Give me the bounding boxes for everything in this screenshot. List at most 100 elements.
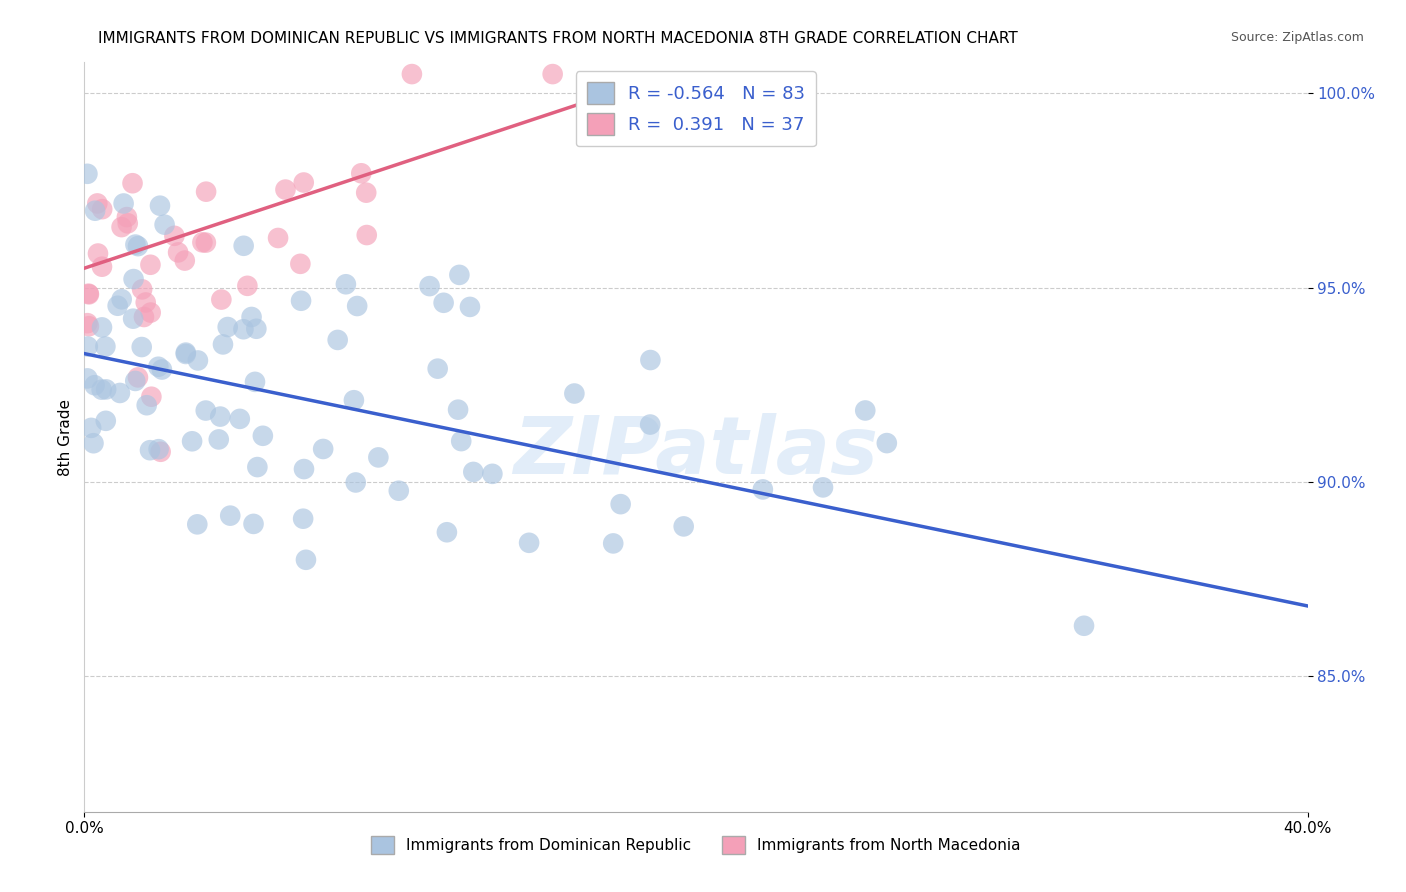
Point bbox=[343, 393, 366, 408]
Point bbox=[367, 450, 389, 465]
Point bbox=[91, 320, 114, 334]
Point bbox=[132, 310, 155, 324]
Point bbox=[115, 210, 138, 224]
Point bbox=[419, 279, 441, 293]
Point bbox=[246, 460, 269, 475]
Point bbox=[148, 442, 170, 457]
Point bbox=[174, 345, 197, 359]
Point bbox=[163, 228, 186, 243]
Point bbox=[83, 378, 105, 392]
Point bbox=[388, 483, 411, 498]
Point bbox=[290, 293, 312, 308]
Point bbox=[450, 434, 472, 449]
Point bbox=[77, 287, 100, 301]
Point bbox=[217, 320, 239, 334]
Point bbox=[449, 268, 471, 282]
Point bbox=[236, 278, 259, 293]
Point bbox=[436, 525, 458, 540]
Point bbox=[121, 176, 143, 190]
Point bbox=[312, 442, 335, 456]
Text: ZIPatlas: ZIPatlas bbox=[513, 413, 879, 491]
Point bbox=[82, 436, 104, 450]
Point bbox=[245, 322, 267, 336]
Legend: Immigrants from Dominican Republic, Immigrants from North Macedonia: Immigrants from Dominican Republic, Immi… bbox=[366, 830, 1026, 860]
Point bbox=[243, 375, 266, 389]
Point bbox=[463, 465, 485, 479]
Point bbox=[96, 383, 118, 397]
Point bbox=[752, 483, 775, 497]
Point bbox=[232, 322, 254, 336]
Point bbox=[481, 467, 503, 481]
Point bbox=[91, 202, 114, 217]
Text: IMMIGRANTS FROM DOMINICAN REPUBLIC VS IMMIGRANTS FROM NORTH MACEDONIA 8TH GRADE : IMMIGRANTS FROM DOMINICAN REPUBLIC VS IM… bbox=[98, 31, 1018, 46]
Point bbox=[150, 362, 173, 376]
Point bbox=[267, 231, 290, 245]
Point bbox=[208, 433, 231, 447]
Point bbox=[672, 519, 695, 533]
Point bbox=[356, 228, 378, 243]
Point bbox=[148, 359, 170, 374]
Point bbox=[76, 316, 98, 330]
Point bbox=[640, 353, 662, 368]
Point bbox=[173, 253, 195, 268]
Point bbox=[292, 176, 315, 190]
Point bbox=[107, 299, 129, 313]
Point bbox=[112, 196, 135, 211]
Point bbox=[76, 371, 98, 385]
Point bbox=[77, 286, 100, 301]
Point bbox=[149, 444, 172, 458]
Point bbox=[187, 353, 209, 368]
Point bbox=[127, 239, 149, 253]
Point bbox=[232, 239, 254, 253]
Point bbox=[139, 443, 162, 458]
Point bbox=[135, 295, 157, 310]
Point bbox=[87, 246, 110, 260]
Point bbox=[602, 536, 624, 550]
Point bbox=[135, 398, 157, 412]
Point bbox=[139, 258, 162, 272]
Point bbox=[86, 196, 108, 211]
Point bbox=[252, 429, 274, 443]
Point bbox=[108, 386, 131, 401]
Point bbox=[124, 374, 146, 388]
Point bbox=[295, 553, 318, 567]
Point bbox=[94, 339, 117, 353]
Point bbox=[274, 183, 297, 197]
Point bbox=[401, 67, 423, 81]
Point bbox=[194, 403, 217, 417]
Point bbox=[290, 257, 312, 271]
Point bbox=[76, 339, 98, 353]
Point bbox=[191, 235, 214, 250]
Point bbox=[122, 311, 145, 326]
Point bbox=[141, 390, 163, 404]
Point bbox=[219, 508, 242, 523]
Point bbox=[354, 186, 377, 200]
Point bbox=[853, 403, 876, 417]
Point bbox=[153, 218, 176, 232]
Point bbox=[458, 300, 481, 314]
Point bbox=[212, 337, 235, 351]
Point bbox=[174, 347, 197, 361]
Point bbox=[1073, 619, 1095, 633]
Point bbox=[122, 272, 145, 286]
Point bbox=[131, 340, 153, 354]
Point bbox=[811, 480, 834, 494]
Point bbox=[124, 237, 146, 252]
Y-axis label: 8th Grade: 8th Grade bbox=[58, 399, 73, 475]
Point bbox=[350, 166, 373, 180]
Point bbox=[292, 512, 315, 526]
Point bbox=[77, 319, 100, 334]
Point bbox=[517, 536, 540, 550]
Point bbox=[195, 185, 218, 199]
Point bbox=[346, 299, 368, 313]
Point bbox=[131, 282, 153, 296]
Point bbox=[90, 383, 112, 397]
Point bbox=[292, 462, 315, 476]
Point bbox=[186, 517, 208, 532]
Point bbox=[242, 516, 264, 531]
Point bbox=[194, 235, 217, 250]
Point bbox=[564, 386, 586, 401]
Point bbox=[335, 277, 357, 292]
Point bbox=[344, 475, 367, 490]
Point bbox=[426, 361, 449, 376]
